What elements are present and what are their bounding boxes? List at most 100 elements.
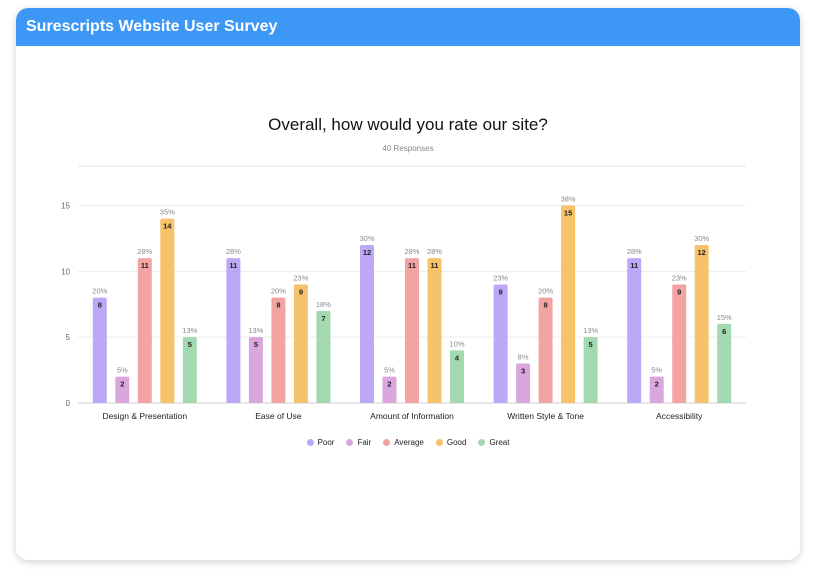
bar <box>516 363 531 403</box>
bar-percent-label: 28% <box>404 247 419 256</box>
legend-item: Poor <box>306 438 335 447</box>
bar-value-label: 11 <box>630 261 638 270</box>
legend-item: Good <box>435 438 467 447</box>
bar <box>694 245 709 403</box>
bar-percent-label: 10% <box>449 339 464 348</box>
x-category-label: Accessibility <box>656 411 703 421</box>
legend-item: Great <box>478 438 509 447</box>
legend-label: Poor <box>317 438 335 447</box>
bar-value-label: 11 <box>229 261 237 270</box>
legend-label: Great <box>489 438 510 447</box>
bar-value-label: 14 <box>163 222 172 231</box>
legend-swatch <box>306 439 314 446</box>
bar-value-label: 4 <box>455 353 460 362</box>
legend-swatch <box>435 439 443 446</box>
bar <box>182 337 197 403</box>
chart-subtitle: 40 Responses <box>382 144 434 153</box>
legend-item: Average <box>383 438 424 447</box>
bar-value-label: 12 <box>363 248 371 257</box>
bar <box>627 258 642 403</box>
bar <box>450 350 464 403</box>
survey-title: Surescripts Website User Survey <box>26 18 278 35</box>
bar-percent-label: 20% <box>538 287 553 296</box>
bar <box>717 324 732 403</box>
y-tick-label: 15 <box>61 202 70 211</box>
bar-percent-label: 8% <box>518 353 529 362</box>
bar <box>316 310 331 403</box>
bar-percent-label: 28% <box>427 247 442 256</box>
bar <box>293 284 308 403</box>
bar <box>583 337 598 403</box>
x-category-label: Ease of Use <box>255 411 302 421</box>
bar-percent-label: 13% <box>182 326 197 335</box>
x-category-label: Written Style & Tone <box>507 411 584 421</box>
bar-percent-label: 38% <box>561 195 576 204</box>
legend-label: Average <box>394 438 424 447</box>
legend-label: Fair <box>357 438 372 447</box>
bar-value-label: 2 <box>387 380 391 389</box>
legend-swatch <box>478 439 486 446</box>
bar <box>405 258 419 403</box>
bar-percent-label: 23% <box>672 274 687 283</box>
bar-percent-label: 5% <box>651 366 662 375</box>
bar <box>561 205 576 403</box>
bar-percent-label: 5% <box>117 366 128 375</box>
survey-card: Surescripts Website User Survey Overall,… <box>16 8 800 560</box>
legend-swatch <box>383 439 391 446</box>
bar <box>427 258 442 403</box>
bar-percent-label: 5% <box>384 366 395 375</box>
bar-percent-label: 30% <box>694 234 709 243</box>
bar-value-label: 8 <box>276 301 280 310</box>
legend-swatch <box>346 439 354 446</box>
bar-percent-label: 23% <box>293 274 308 283</box>
bar <box>115 376 130 403</box>
bar-value-label: 7 <box>321 314 325 323</box>
bar-value-label: 5 <box>589 340 593 349</box>
bar <box>538 297 553 403</box>
bar-percent-label: 13% <box>248 326 263 335</box>
bar-value-label: 15 <box>564 209 572 218</box>
bar-value-label: 2 <box>655 380 659 389</box>
bar <box>649 376 664 403</box>
bar-value-label: 6 <box>722 327 726 336</box>
bar-value-label: 11 <box>431 261 439 270</box>
legend-label: Good <box>446 438 467 447</box>
y-tick-label: 5 <box>66 333 71 342</box>
bar-percent-label: 18% <box>316 300 331 309</box>
bar <box>248 337 263 403</box>
bar-percent-label: 35% <box>160 208 175 217</box>
bar <box>271 297 286 403</box>
bar-value-label: 9 <box>677 288 681 297</box>
x-category-label: Design & Presentation <box>103 411 188 421</box>
bar <box>226 258 241 403</box>
bar-percent-label: 30% <box>359 234 374 243</box>
bar-percent-label: 28% <box>627 247 642 256</box>
bar <box>92 297 107 403</box>
bar-percent-label: 28% <box>137 247 152 256</box>
bar <box>137 258 152 403</box>
bar <box>160 218 175 403</box>
bar-percent-label: 13% <box>583 326 598 335</box>
bar-value-label: 11 <box>141 261 149 270</box>
y-tick-label: 10 <box>61 267 70 276</box>
x-category-label: Amount of Information <box>370 411 454 421</box>
card-header: Surescripts Website User Survey <box>16 8 800 46</box>
bar-value-label: 2 <box>120 380 124 389</box>
bar <box>360 245 374 403</box>
bar-percent-label: 28% <box>226 247 241 256</box>
bar-value-label: 5 <box>254 340 258 349</box>
legend-item: Fair <box>346 438 371 447</box>
bar-value-label: 11 <box>408 261 416 270</box>
chart-title: Overall, how would you rate our site? <box>268 115 548 134</box>
bar-percent-label: 20% <box>92 287 107 296</box>
bar-value-label: 5 <box>188 340 192 349</box>
bar-value-label: 8 <box>544 301 548 310</box>
bar-percent-label: 23% <box>493 274 508 283</box>
bar <box>382 376 397 403</box>
bar-value-label: 9 <box>299 288 303 297</box>
bar-value-label: 3 <box>521 367 525 376</box>
bar-percent-label: 20% <box>271 287 286 296</box>
chart-legend: Poor Fair Average Good Great <box>16 438 800 447</box>
bar-value-label: 8 <box>98 301 102 310</box>
